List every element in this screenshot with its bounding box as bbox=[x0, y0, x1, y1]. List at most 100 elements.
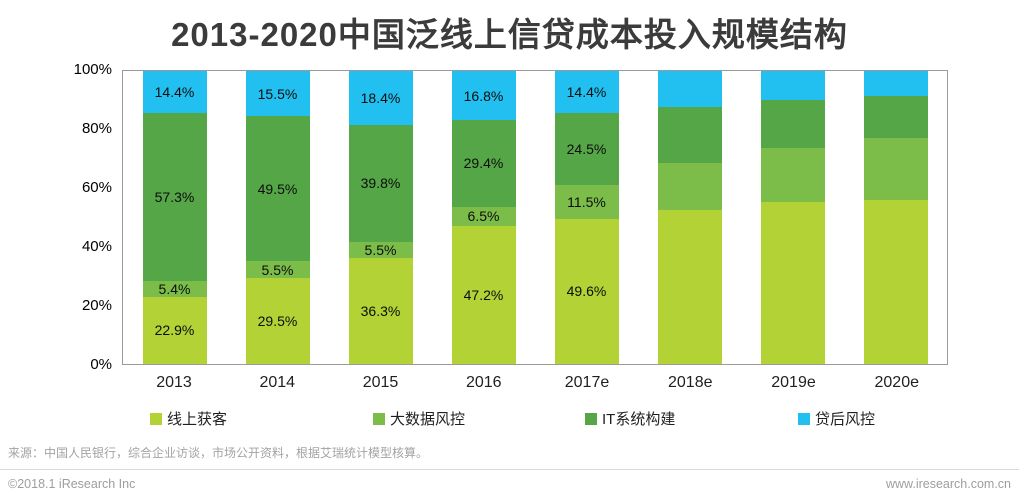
legend-swatch-icon bbox=[373, 412, 385, 425]
data-label: 49.6% bbox=[566, 283, 607, 300]
y-axis-tick-label: 100% bbox=[73, 61, 112, 78]
bar-segment: 6.5% bbox=[451, 206, 516, 226]
data-label: 11.5% bbox=[567, 193, 606, 210]
x-axis-label: 2015 bbox=[362, 374, 399, 391]
y-axis-tick-label: 80% bbox=[81, 120, 112, 137]
x-axis-label: 2018e bbox=[668, 374, 713, 391]
stacked-bar-2018e bbox=[657, 71, 722, 364]
data-label: 6.5% bbox=[467, 208, 500, 225]
legend-label: 大数据风控 bbox=[390, 411, 466, 428]
y-axis-tick-label: 0% bbox=[90, 356, 112, 373]
x-axis-label: 2016 bbox=[465, 374, 502, 391]
bar-segment: 11.5% bbox=[554, 185, 619, 219]
bar-segment: 57.3% bbox=[142, 113, 207, 282]
bar-segment bbox=[863, 200, 928, 364]
legend-label: 贷后风控 bbox=[815, 411, 876, 428]
bar-column-2013: 22.9% 5.4% 57.3% 14.4% bbox=[123, 71, 226, 364]
y-axis-tick-label: 40% bbox=[81, 238, 112, 255]
footer-divider bbox=[0, 469, 1019, 470]
legend-item: 线上获客 bbox=[150, 408, 227, 429]
legend-item: 贷后风控 bbox=[798, 408, 875, 429]
legend-label: 线上获客 bbox=[167, 411, 228, 428]
stacked-bar-2019e bbox=[760, 71, 825, 364]
copyright-text: ©2018.1 iResearch Inc bbox=[8, 477, 136, 491]
data-label: 5.5% bbox=[364, 241, 397, 258]
x-axis-label: 2013 bbox=[156, 374, 192, 391]
stacked-bar-2013: 22.9% 5.4% 57.3% 14.4% bbox=[142, 71, 207, 364]
bar-column-2016: 47.2% 6.5% 29.4% 16.8% bbox=[432, 71, 535, 364]
bar-segment: 5.4% bbox=[142, 281, 207, 297]
bar-segment: 22.9% bbox=[142, 296, 207, 364]
bar-segment bbox=[760, 71, 825, 100]
x-axis-label: 2014 bbox=[259, 374, 296, 391]
bar-segment: 18.4% bbox=[348, 71, 413, 125]
bar-column-2018e bbox=[638, 71, 741, 364]
legend-label: IT系统构建 bbox=[602, 411, 676, 428]
bar-segment bbox=[760, 201, 825, 364]
bar-segment: 16.8% bbox=[451, 71, 516, 121]
source-note: 来源：中国人民银行，综合企业访谈，市场公开资料，根据艾瑞统计模型核算。 bbox=[8, 446, 429, 460]
data-label: 36.3% bbox=[360, 302, 401, 319]
bar-column-2014: 29.5% 5.5% 49.5% 15.5% bbox=[226, 71, 329, 364]
bar-segment bbox=[863, 95, 928, 139]
bar-segment bbox=[657, 71, 722, 108]
stacked-bar-2017e: 49.6% 11.5% 24.5% 14.4% bbox=[554, 71, 619, 364]
bar-segment: 29.5% bbox=[245, 277, 310, 364]
data-label: 5.4% bbox=[158, 281, 191, 297]
stacked-bar-2015: 36.3% 5.5% 39.8% 18.4% bbox=[348, 71, 413, 364]
bar-segment bbox=[657, 107, 722, 164]
website-text: www.iresearch.com.cn bbox=[885, 477, 1011, 491]
y-axis-tick-label: 60% bbox=[81, 179, 112, 196]
x-axis-label: 2019e bbox=[771, 374, 816, 391]
data-label: 14.4% bbox=[566, 84, 607, 101]
legend-item: 大数据风控 bbox=[373, 408, 465, 429]
bar-segment bbox=[863, 138, 928, 201]
stacked-bar-2016: 47.2% 6.5% 29.4% 16.8% bbox=[451, 71, 516, 364]
bar-segment: 5.5% bbox=[348, 241, 413, 258]
bar-segment: 29.4% bbox=[451, 120, 516, 207]
plot-area: 22.9% 5.4% 57.3% 14.4% 29.5% 5.5% 49.5% 15.5% 36… bbox=[122, 70, 948, 365]
bar-segment: 24.5% bbox=[554, 113, 619, 185]
data-label: 24.5% bbox=[566, 141, 607, 158]
data-label: 47.2% bbox=[463, 286, 504, 303]
bar-segment bbox=[760, 148, 825, 202]
bar-segment bbox=[760, 99, 825, 149]
stacked-bar-2020e bbox=[863, 71, 928, 364]
data-label: 22.9% bbox=[154, 322, 195, 339]
x-axis-label: 2017e bbox=[564, 374, 610, 391]
legend-swatch-icon bbox=[585, 412, 597, 425]
data-label: 57.3% bbox=[154, 189, 195, 206]
data-label: 29.5% bbox=[257, 312, 298, 329]
bar-column-2019e bbox=[741, 71, 844, 364]
bar-segment: 14.4% bbox=[142, 71, 207, 114]
bar-segment bbox=[657, 210, 722, 364]
bar-segment: 5.5% bbox=[245, 261, 310, 278]
bar-segment bbox=[863, 71, 928, 96]
bar-column-2015: 36.3% 5.5% 39.8% 18.4% bbox=[329, 71, 432, 364]
stacked-bar-2014: 29.5% 5.5% 49.5% 15.5% bbox=[245, 71, 310, 364]
data-label: 39.8% bbox=[360, 175, 401, 192]
bar-segment bbox=[657, 163, 722, 211]
legend-swatch-icon bbox=[150, 412, 162, 425]
data-label: 29.4% bbox=[463, 155, 504, 172]
data-label: 15.5% bbox=[257, 85, 298, 102]
data-label: 49.5% bbox=[257, 180, 298, 197]
bar-segment: 49.5% bbox=[245, 116, 310, 262]
bar-segment: 36.3% bbox=[348, 257, 413, 364]
y-axis-tick-label: 20% bbox=[81, 297, 112, 314]
x-axis-label: 2020e bbox=[874, 374, 920, 391]
legend-item: IT系统构建 bbox=[585, 408, 675, 429]
bar-segment: 39.8% bbox=[348, 124, 413, 242]
bar-segment: 47.2% bbox=[451, 225, 516, 364]
chart-title: 2013-2020中国泛线上信贷成本投入规模结构 bbox=[171, 16, 848, 53]
bar-segment: 15.5% bbox=[245, 71, 310, 117]
data-label: 14.4% bbox=[154, 84, 195, 101]
bar-column-2017e: 49.6% 11.5% 24.5% 14.4% bbox=[535, 71, 638, 364]
data-label: 18.4% bbox=[360, 89, 401, 106]
bar-segment: 14.4% bbox=[554, 71, 619, 114]
legend-swatch-icon bbox=[798, 412, 810, 425]
bar-segment: 49.6% bbox=[554, 218, 619, 364]
bar-column-2020e bbox=[844, 71, 947, 364]
data-label: 5.5% bbox=[261, 261, 294, 278]
